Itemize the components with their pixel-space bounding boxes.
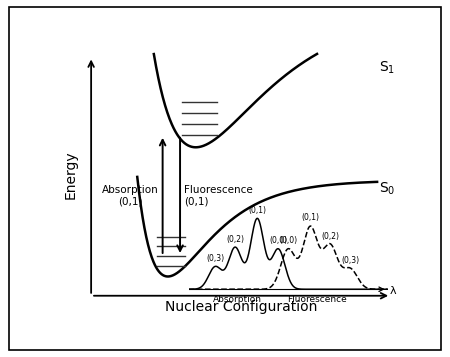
Text: Absorption
(0,1): Absorption (0,1) — [102, 185, 158, 206]
Text: Fluorescence
(0,1): Fluorescence (0,1) — [184, 185, 253, 206]
Text: Nuclear Configuration: Nuclear Configuration — [165, 300, 317, 313]
Text: S$_0$: S$_0$ — [379, 180, 395, 197]
Text: S$_1$: S$_1$ — [379, 59, 395, 76]
Text: Energy: Energy — [63, 150, 77, 199]
